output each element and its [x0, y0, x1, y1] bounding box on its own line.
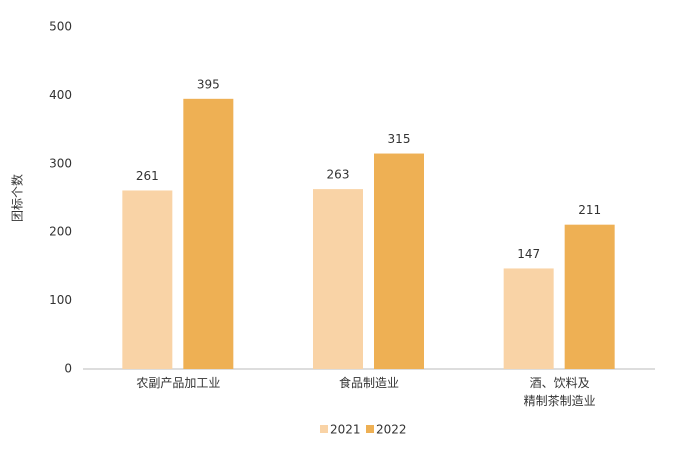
data-label: 261 [136, 169, 159, 183]
data-label: 147 [517, 247, 540, 261]
x-tick-label: 农副产品加工业 [136, 376, 220, 390]
legend-swatch [366, 425, 374, 433]
y-tick-label: 300 [49, 156, 72, 170]
bar [564, 224, 615, 369]
y-tick-label: 100 [49, 293, 72, 307]
bar [122, 190, 173, 369]
data-label: 263 [327, 168, 350, 182]
legend-label: 2022 [376, 423, 407, 437]
data-label: 315 [388, 132, 411, 146]
bar [503, 268, 554, 369]
y-axis-label: 团标个数 [10, 174, 25, 222]
y-tick-label: 500 [49, 20, 72, 34]
bar [313, 189, 363, 369]
data-label: 211 [578, 203, 601, 217]
x-tick-label: 食品制造业 [339, 375, 399, 390]
y-tick-label: 200 [49, 225, 72, 239]
legend-label: 2021 [330, 423, 361, 437]
x-tick-label: 酒、饮料及精制茶制造业 [524, 376, 596, 408]
y-tick-label: 400 [49, 88, 72, 102]
y-tick-label: 0 [64, 362, 72, 376]
bar [183, 98, 234, 369]
bar [374, 153, 424, 369]
legend-swatch [320, 425, 328, 433]
data-label: 395 [197, 77, 220, 91]
